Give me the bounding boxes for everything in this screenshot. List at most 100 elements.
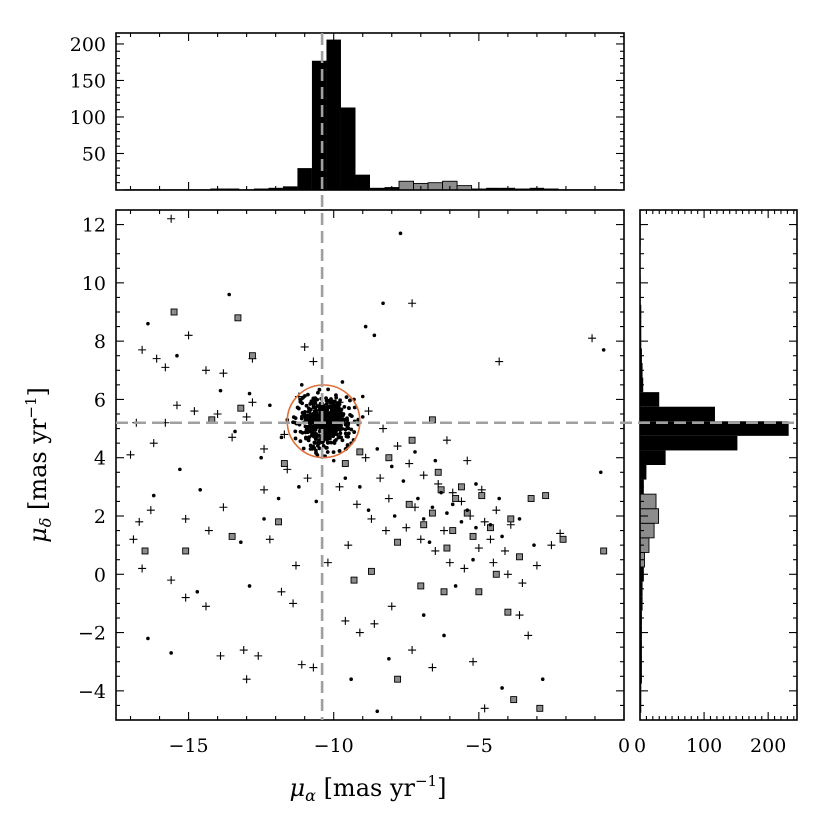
square-marker: [536, 704, 544, 712]
plus-marker: [254, 651, 263, 660]
plus-marker: [492, 506, 501, 515]
plus-marker: [201, 366, 210, 375]
cluster-dot: [338, 431, 343, 436]
dot-marker: [500, 686, 504, 690]
square-marker: [457, 483, 465, 491]
plus-marker: [405, 459, 414, 468]
plus-marker: [303, 474, 312, 483]
dot-marker: [247, 391, 252, 396]
cluster-dot: [317, 438, 322, 443]
dot-marker: [401, 479, 406, 483]
plus-marker: [135, 517, 144, 526]
top-y-tick-label: 100: [70, 107, 106, 129]
plus-marker: [480, 517, 489, 526]
plus-marker: [419, 471, 428, 480]
plus-marker: [201, 602, 210, 611]
right-x-tick-label: 0: [634, 735, 646, 757]
plus-marker: [370, 619, 379, 628]
square-marker: [275, 518, 283, 526]
cluster-dot: [300, 430, 305, 435]
dot-marker: [360, 394, 365, 399]
dot-marker: [421, 517, 426, 521]
top-hist-bar: [340, 107, 356, 190]
cluster-dot: [317, 425, 322, 430]
dot-marker: [433, 458, 438, 463]
dot-marker: [413, 450, 417, 454]
plus-marker: [335, 482, 344, 491]
dot-marker: [375, 709, 380, 714]
cluster-dot: [291, 415, 296, 420]
plus-marker: [138, 564, 147, 573]
plus-marker: [242, 675, 251, 684]
dot-marker: [372, 333, 377, 338]
right-x-tick-label: 200: [750, 735, 786, 757]
square-marker: [385, 454, 393, 462]
cluster-dot: [306, 409, 311, 414]
dot-marker: [178, 467, 182, 472]
plus-marker: [219, 369, 228, 378]
plus-marker: [167, 576, 176, 585]
dot-marker: [247, 584, 252, 588]
cluster-dot: [326, 426, 331, 431]
cluster-dot: [338, 409, 343, 414]
plus-marker: [265, 535, 274, 544]
plus-marker: [500, 546, 509, 555]
top-y-tick-label: 150: [70, 70, 106, 92]
cluster-dot: [319, 405, 323, 410]
dot-marker: [392, 514, 397, 518]
cluster-dot: [333, 432, 338, 436]
top-histogram-panel: 50 100 150 200: [70, 32, 625, 191]
cluster-dot: [317, 387, 322, 392]
square-marker: [516, 553, 523, 561]
dot-marker: [500, 534, 504, 539]
cluster-dot: [310, 414, 315, 419]
plus-marker: [161, 363, 170, 372]
plus-marker: [524, 631, 533, 640]
plus-marker: [381, 526, 390, 535]
top-hist-bar: [486, 187, 501, 190]
dot-marker: [445, 511, 449, 515]
cluster-dot: [337, 449, 342, 453]
dot-marker: [439, 490, 443, 495]
cluster-dot: [325, 408, 330, 413]
square-marker: [417, 582, 425, 590]
dot-marker: [343, 476, 348, 480]
plus-marker: [204, 526, 213, 535]
dot-marker: [375, 447, 380, 451]
square-marker: [428, 509, 436, 517]
top-hist-bar: [326, 39, 341, 190]
cluster-dot: [315, 390, 320, 395]
plus-marker: [460, 564, 469, 573]
cluster-dot: [344, 434, 349, 439]
square-marker: [280, 460, 288, 467]
dot-marker: [387, 657, 391, 661]
cluster-dot: [315, 397, 320, 402]
cluster-dot: [349, 414, 354, 419]
top-hist-bar: [282, 186, 298, 190]
plus-marker: [138, 345, 147, 354]
cluster-dot: [337, 425, 342, 430]
square-marker: [394, 675, 402, 683]
y-tick-label: −4: [78, 681, 106, 703]
cluster-dot: [295, 405, 300, 410]
dot-marker: [233, 429, 237, 434]
selection-circle: [286, 384, 361, 459]
plus-marker: [364, 407, 373, 416]
cluster-dot: [313, 441, 317, 445]
plus-marker: [367, 514, 376, 523]
cluster-dot: [334, 438, 338, 442]
cluster-dot: [342, 405, 347, 409]
cluster-dot: [332, 404, 337, 409]
cluster-dot: [347, 406, 351, 411]
cluster-dot: [345, 416, 349, 421]
cluster-dot: [343, 422, 348, 427]
plus-marker: [289, 599, 298, 608]
cluster-dot: [336, 417, 341, 422]
square-marker: [408, 436, 416, 444]
cluster-dot: [311, 401, 316, 406]
right-hist-bar: [640, 406, 715, 422]
plus-marker: [323, 558, 332, 567]
cluster-dot: [303, 435, 308, 440]
